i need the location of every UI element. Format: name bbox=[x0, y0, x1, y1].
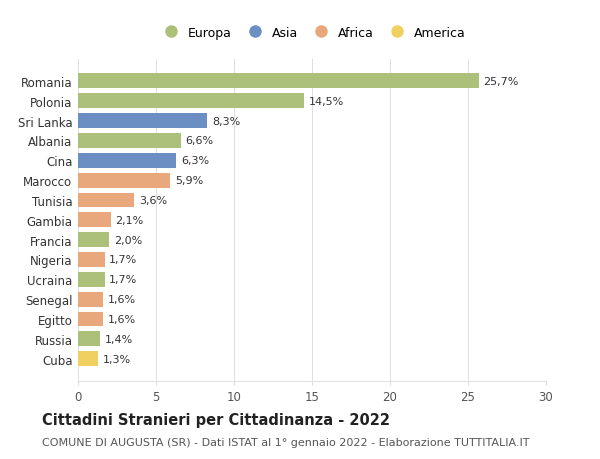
Bar bbox=[78, 114, 208, 129]
Text: 1,4%: 1,4% bbox=[104, 334, 133, 344]
Bar bbox=[78, 332, 100, 347]
Bar bbox=[78, 174, 170, 188]
Text: 1,3%: 1,3% bbox=[103, 354, 131, 364]
Bar bbox=[78, 252, 104, 267]
Text: 25,7%: 25,7% bbox=[484, 77, 519, 87]
Text: 14,5%: 14,5% bbox=[309, 96, 344, 106]
Bar bbox=[78, 94, 304, 109]
Bar bbox=[78, 312, 103, 327]
Text: 2,1%: 2,1% bbox=[115, 215, 143, 225]
Text: 8,3%: 8,3% bbox=[212, 116, 241, 126]
Bar bbox=[78, 292, 103, 307]
Bar bbox=[78, 352, 98, 366]
Text: 1,6%: 1,6% bbox=[107, 314, 136, 325]
Legend: Europa, Asia, Africa, America: Europa, Asia, Africa, America bbox=[155, 24, 469, 42]
Text: 5,9%: 5,9% bbox=[175, 176, 203, 186]
Bar bbox=[78, 193, 134, 208]
Text: 3,6%: 3,6% bbox=[139, 196, 167, 206]
Text: 6,6%: 6,6% bbox=[185, 136, 214, 146]
Text: 2,0%: 2,0% bbox=[114, 235, 142, 245]
Bar bbox=[78, 272, 104, 287]
Bar bbox=[78, 153, 176, 168]
Text: 1,7%: 1,7% bbox=[109, 255, 137, 265]
Text: 1,6%: 1,6% bbox=[107, 295, 136, 304]
Bar bbox=[78, 213, 111, 228]
Text: COMUNE DI AUGUSTA (SR) - Dati ISTAT al 1° gennaio 2022 - Elaborazione TUTTITALIA: COMUNE DI AUGUSTA (SR) - Dati ISTAT al 1… bbox=[42, 437, 530, 447]
Text: 1,7%: 1,7% bbox=[109, 275, 137, 285]
Bar bbox=[78, 74, 479, 89]
Bar bbox=[78, 233, 109, 247]
Text: Cittadini Stranieri per Cittadinanza - 2022: Cittadini Stranieri per Cittadinanza - 2… bbox=[42, 413, 390, 428]
Bar bbox=[78, 134, 181, 149]
Text: 6,3%: 6,3% bbox=[181, 156, 209, 166]
